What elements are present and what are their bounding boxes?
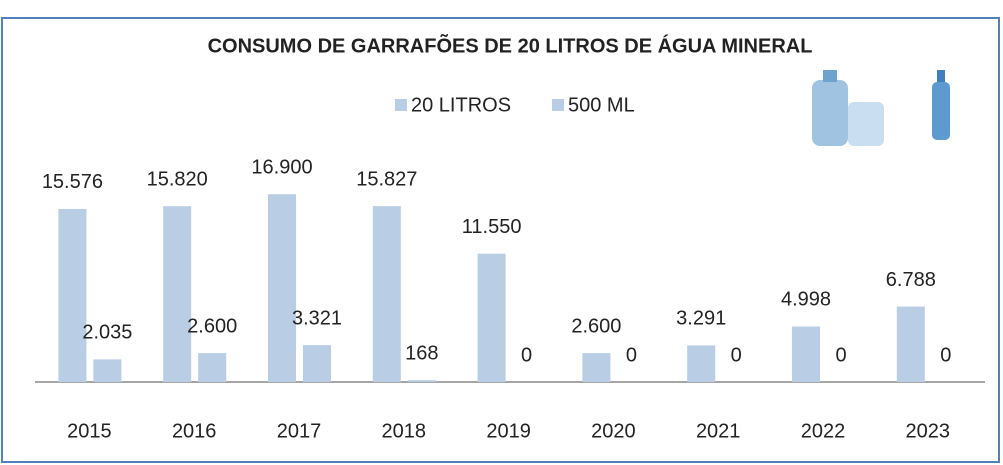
- bar: [198, 353, 227, 382]
- bar: [407, 380, 436, 382]
- data-label: 6.788: [886, 269, 936, 291]
- data-label: 3.321: [292, 307, 342, 329]
- x-tick-label: 2020: [591, 420, 636, 442]
- bottle-icons: [812, 70, 950, 146]
- data-label: 0: [835, 344, 846, 366]
- bar: [93, 359, 122, 382]
- jug-cap: [823, 70, 837, 82]
- x-tick-label: 2023: [906, 420, 951, 442]
- x-tick-label: 2018: [382, 420, 427, 442]
- data-label: 0: [731, 344, 742, 366]
- bar: [792, 326, 820, 382]
- legend-swatch: [395, 99, 407, 111]
- chart-border: [1, 17, 1000, 463]
- bar: [582, 353, 611, 382]
- data-label: 0: [626, 344, 637, 366]
- small-bottle: [932, 82, 950, 140]
- legend-label: 500 ML: [568, 94, 635, 116]
- bar: [477, 253, 506, 382]
- bar: [687, 345, 716, 382]
- data-label: 3.291: [676, 308, 726, 330]
- data-label: 168: [405, 342, 438, 364]
- x-tick-label: 2022: [801, 420, 846, 442]
- bar: [58, 208, 87, 382]
- bar: [163, 206, 192, 382]
- jug: [812, 80, 848, 146]
- data-label: 16.900: [251, 157, 312, 179]
- bar: [303, 345, 331, 382]
- data-label: 0: [521, 344, 532, 366]
- small-bottle-cap: [937, 70, 945, 82]
- legend-label: 20 LITROS: [411, 94, 511, 116]
- bar: [268, 194, 296, 382]
- data-label: 2.600: [187, 315, 237, 337]
- legend-swatch: [552, 99, 564, 111]
- data-label: 0: [940, 344, 951, 366]
- x-tick-label: 2019: [486, 420, 531, 442]
- jug-side: [848, 102, 884, 146]
- x-tick-label: 2016: [172, 420, 217, 442]
- data-label: 15.576: [42, 171, 103, 193]
- data-label: 15.827: [356, 168, 417, 190]
- data-label: 2.600: [571, 315, 621, 337]
- data-label: 2.035: [82, 322, 132, 344]
- x-tick-label: 2017: [277, 420, 322, 442]
- bar: [896, 306, 925, 382]
- data-label: 15.820: [147, 169, 208, 191]
- bar: [372, 206, 401, 382]
- x-tick-label: 2021: [696, 420, 741, 442]
- x-tick-label: 2015: [67, 420, 112, 442]
- data-label: 4.998: [781, 289, 831, 311]
- data-label: 11.550: [462, 216, 522, 238]
- chart-title: CONSUMO DE GARRAFÕES DE 20 LITROS DE ÁGU…: [208, 33, 813, 57]
